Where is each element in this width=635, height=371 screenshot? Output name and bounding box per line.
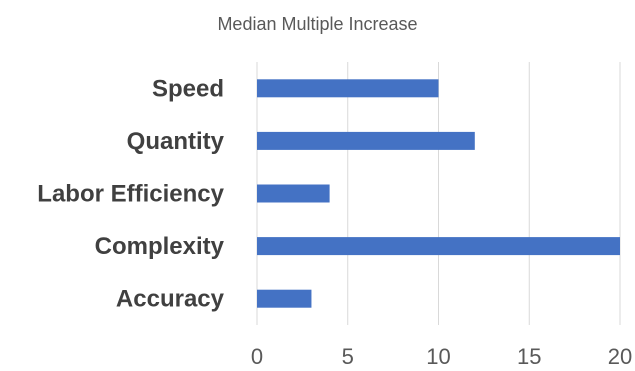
category-label-accuracy: Accuracy — [116, 286, 225, 313]
x-tick-label-10: 10 — [426, 344, 450, 369]
category-label-quantity: Quantity — [127, 128, 225, 155]
category-label-speed: Speed — [152, 75, 224, 102]
x-tick-label-20: 20 — [608, 344, 632, 369]
x-tick-label-5: 5 — [342, 344, 354, 369]
bar-accuracy — [257, 289, 312, 308]
bar-complexity — [257, 237, 620, 256]
bar-labor-efficiency — [257, 184, 330, 203]
bar-quantity — [257, 131, 475, 150]
chart-title: Median Multiple Increase — [217, 14, 418, 34]
x-tick-label-0: 0 — [251, 344, 263, 369]
category-label-complexity: Complexity — [95, 233, 225, 260]
category-label-labor-efficiency: Labor Efficiency — [37, 181, 224, 208]
bar-speed — [257, 79, 439, 98]
x-tick-label-15: 15 — [517, 344, 541, 369]
